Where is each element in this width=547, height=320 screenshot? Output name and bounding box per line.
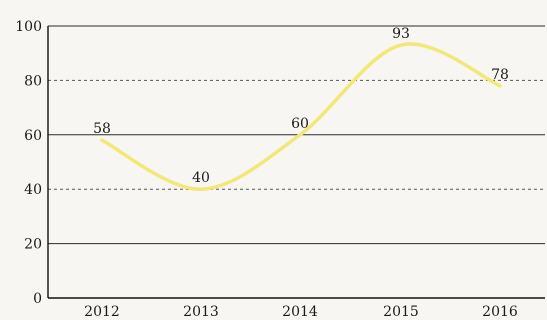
data-label-2012: 58 bbox=[93, 121, 111, 137]
x-tick-label-2015: 2015 bbox=[383, 304, 419, 320]
data-point-2014 bbox=[298, 133, 302, 137]
x-tick-label-2014: 2014 bbox=[282, 304, 318, 320]
data-label-2015: 93 bbox=[392, 26, 410, 42]
data-point-2016 bbox=[498, 84, 502, 88]
data-point-2013 bbox=[199, 187, 203, 191]
data-label-2014: 60 bbox=[291, 116, 309, 132]
data-label-2016: 78 bbox=[491, 67, 509, 83]
y-tick-label-20: 20 bbox=[24, 237, 42, 253]
y-tick-label-60: 60 bbox=[24, 128, 42, 144]
y-tick-label-0: 0 bbox=[33, 291, 42, 307]
data-point-2012 bbox=[100, 138, 104, 142]
y-tick-label-100: 100 bbox=[15, 19, 42, 35]
data-label-2013: 40 bbox=[192, 170, 210, 186]
x-tick-label-2016: 2016 bbox=[482, 304, 518, 320]
y-tick-label-80: 80 bbox=[24, 73, 42, 89]
y-tick-label-40: 40 bbox=[24, 182, 42, 198]
data-point-2015 bbox=[399, 43, 403, 47]
x-tick-label-2013: 2013 bbox=[183, 304, 219, 320]
x-tick-label-2012: 2012 bbox=[84, 304, 120, 320]
